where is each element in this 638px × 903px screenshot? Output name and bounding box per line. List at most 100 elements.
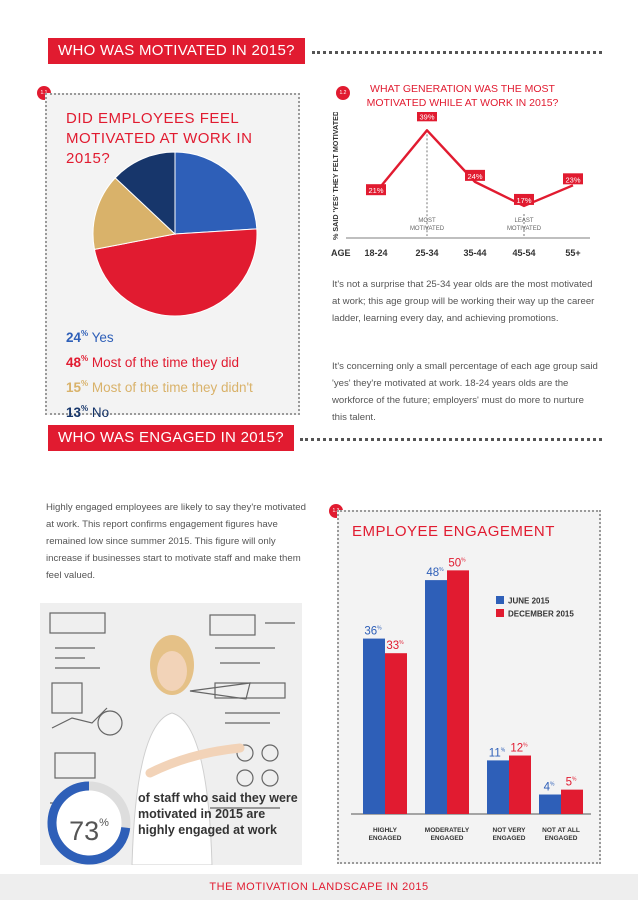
- bar-value-label: 50%: [448, 557, 466, 569]
- paragraph-engagement: Highly engaged employees are likely to s…: [46, 502, 306, 581]
- pie-slice-0: [174, 151, 258, 235]
- y-axis-label: % SAID 'YES' THEY FELT MOTIVATED: [331, 112, 340, 240]
- data-label-box: [366, 184, 386, 196]
- data-label-text: 39%: [419, 112, 434, 121]
- pie-slice-2: [92, 177, 177, 250]
- bar-category-label: ENGAGED: [369, 835, 402, 842]
- motivation-pie-chart: [92, 151, 258, 317]
- badge-1-2: 1.2: [336, 86, 350, 100]
- bar-value-sign: %: [550, 782, 555, 788]
- legend-percent: 24: [66, 330, 82, 345]
- legend-percent-sign: %: [81, 379, 89, 388]
- bar-value-sign: %: [461, 557, 466, 563]
- bar-value-label: 48%: [426, 567, 444, 579]
- generation-title: WHAT GENERATION WAS THE MOST MOTIVATED W…: [330, 82, 595, 110]
- bar: [509, 755, 531, 814]
- engagement-bar-chart: 36%33%HIGHLYENGAGED48%50%MODERATELYENGAG…: [351, 557, 591, 842]
- data-label-text: 21%: [368, 186, 383, 195]
- stat-caption-line1: of staff who said they were: [138, 791, 298, 805]
- legend-label: Most of the time they didn't: [88, 380, 253, 395]
- pie-slice-3: [114, 151, 176, 236]
- x-tick-label: 45-54: [512, 248, 535, 258]
- bar-value-label: 33%: [386, 640, 404, 652]
- data-label-box: [465, 169, 485, 181]
- bar-category-label: HIGHLY: [373, 827, 398, 834]
- legend-swatch: [496, 609, 504, 617]
- stat-ring: [47, 781, 131, 865]
- pie-panel: DID EMPLOYEES FEEL MOTIVATED AT WORK IN …: [45, 93, 300, 420]
- legend-label: Yes: [88, 330, 114, 345]
- bar-value-sign: %: [523, 743, 528, 749]
- bar-value-sign: %: [572, 777, 577, 783]
- divider: [300, 438, 602, 441]
- legend-label: Most of the time they did: [88, 355, 239, 370]
- x-tick-label: 18-24: [364, 248, 387, 258]
- engagement-panel: EMPLOYEE ENGAGEMENT 36% 33% HIGHLY ENGAGED 4…: [337, 510, 601, 864]
- pie-legend-item: 15% Most of the time they didn't: [66, 373, 253, 398]
- pie-legend-item: 24% Yes: [66, 323, 253, 348]
- bar-category-label: NOT AT ALL: [542, 827, 580, 834]
- pie-slice-1: [93, 228, 258, 317]
- bar: [561, 789, 583, 814]
- pie-legend-item: 48% Most of the time they did: [66, 348, 253, 373]
- data-label-text: 23%: [565, 175, 580, 184]
- data-label: 23%: [563, 173, 583, 185]
- stat-caption: of staff who said they were motivated in…: [138, 790, 298, 838]
- legend-percent: 13: [66, 405, 82, 420]
- stat-value-sign: %: [99, 817, 109, 829]
- bar-value-sign: %: [399, 640, 404, 646]
- legend-percent: 15: [66, 380, 82, 395]
- bar-value-sign: %: [501, 747, 506, 753]
- data-label: 24%: [465, 169, 485, 181]
- bar-value-label: 4%: [544, 782, 555, 794]
- legend-swatch: [496, 596, 504, 604]
- paragraph-generation-1: It's not a surprise that 25-34 year olds…: [332, 279, 595, 324]
- bar-category-label: ENGAGED: [493, 835, 526, 842]
- legend-percent-sign: %: [81, 354, 89, 363]
- data-label: 39%: [417, 112, 437, 122]
- pie-legend: 24% Yes 48% Most of the time they did 15% …: [66, 323, 253, 423]
- section-header-engaged: WHO WAS ENGAGED IN 2015?: [48, 425, 294, 451]
- bar-category-label: MODERATELY: [425, 827, 470, 834]
- generation-title-line1: WHAT GENERATION WAS THE MOST: [370, 83, 555, 95]
- legend-percent-sign: %: [81, 404, 89, 413]
- bar-value-label: 11%: [489, 747, 506, 759]
- bar: [425, 580, 447, 814]
- data-label-box: [563, 173, 583, 185]
- engagement-title: EMPLOYEE ENGAGEMENT: [352, 523, 555, 540]
- legend-label: JUNE 2015: [508, 597, 550, 606]
- data-label-text: 17%: [516, 196, 531, 205]
- section-header-motivated: WHO WAS MOTIVATED IN 2015?: [48, 38, 305, 64]
- paragraph-generation-2: It's concerning only a small percentage …: [332, 361, 598, 423]
- bar: [487, 760, 509, 814]
- line-series: [375, 129, 574, 208]
- pie-title-line2: MOTIVATED AT WORK IN 2015?: [66, 130, 253, 167]
- data-label: 21%: [366, 184, 386, 196]
- bar-value-sign: %: [377, 626, 382, 632]
- stat-value: 73%: [46, 808, 132, 846]
- bar: [363, 638, 385, 814]
- data-label: 17%: [514, 193, 534, 205]
- bar-category-label: NOT VERY: [493, 827, 527, 834]
- bar: [385, 653, 407, 814]
- x-axis-age-label: AGE: [331, 248, 351, 258]
- stat-value-number: 73: [69, 816, 100, 846]
- least-motivated-label: LEAST: [514, 218, 533, 224]
- most-motivated-label: MOST: [418, 218, 436, 224]
- generation-line-chart: % SAID 'YES' THEY FELT MOTIVATED AGE 21% 39…: [331, 112, 590, 258]
- data-label-text: 24%: [467, 172, 482, 181]
- legend-percent-sign: %: [81, 329, 89, 338]
- divider: [312, 51, 602, 54]
- bar-value-label: 12%: [510, 743, 528, 755]
- bar-category-label: ENGAGED: [431, 835, 464, 842]
- bar-category-label: ENGAGED: [545, 835, 578, 842]
- generation-title-line2: MOTIVATED WHILE AT WORK IN 2015?: [366, 97, 559, 109]
- least-motivated-label: MOTIVATED: [507, 226, 542, 232]
- stat-ring-fill: [47, 781, 131, 865]
- pie-title: DID EMPLOYEES FEEL MOTIVATED AT WORK IN …: [66, 109, 298, 169]
- pie-legend-item: 13% No: [66, 398, 253, 423]
- x-tick-label: 55+: [565, 248, 580, 258]
- bar-value-label: 5%: [566, 777, 577, 789]
- data-label-box: [417, 112, 437, 122]
- pie-title-line1: DID EMPLOYEES FEEL: [66, 110, 240, 127]
